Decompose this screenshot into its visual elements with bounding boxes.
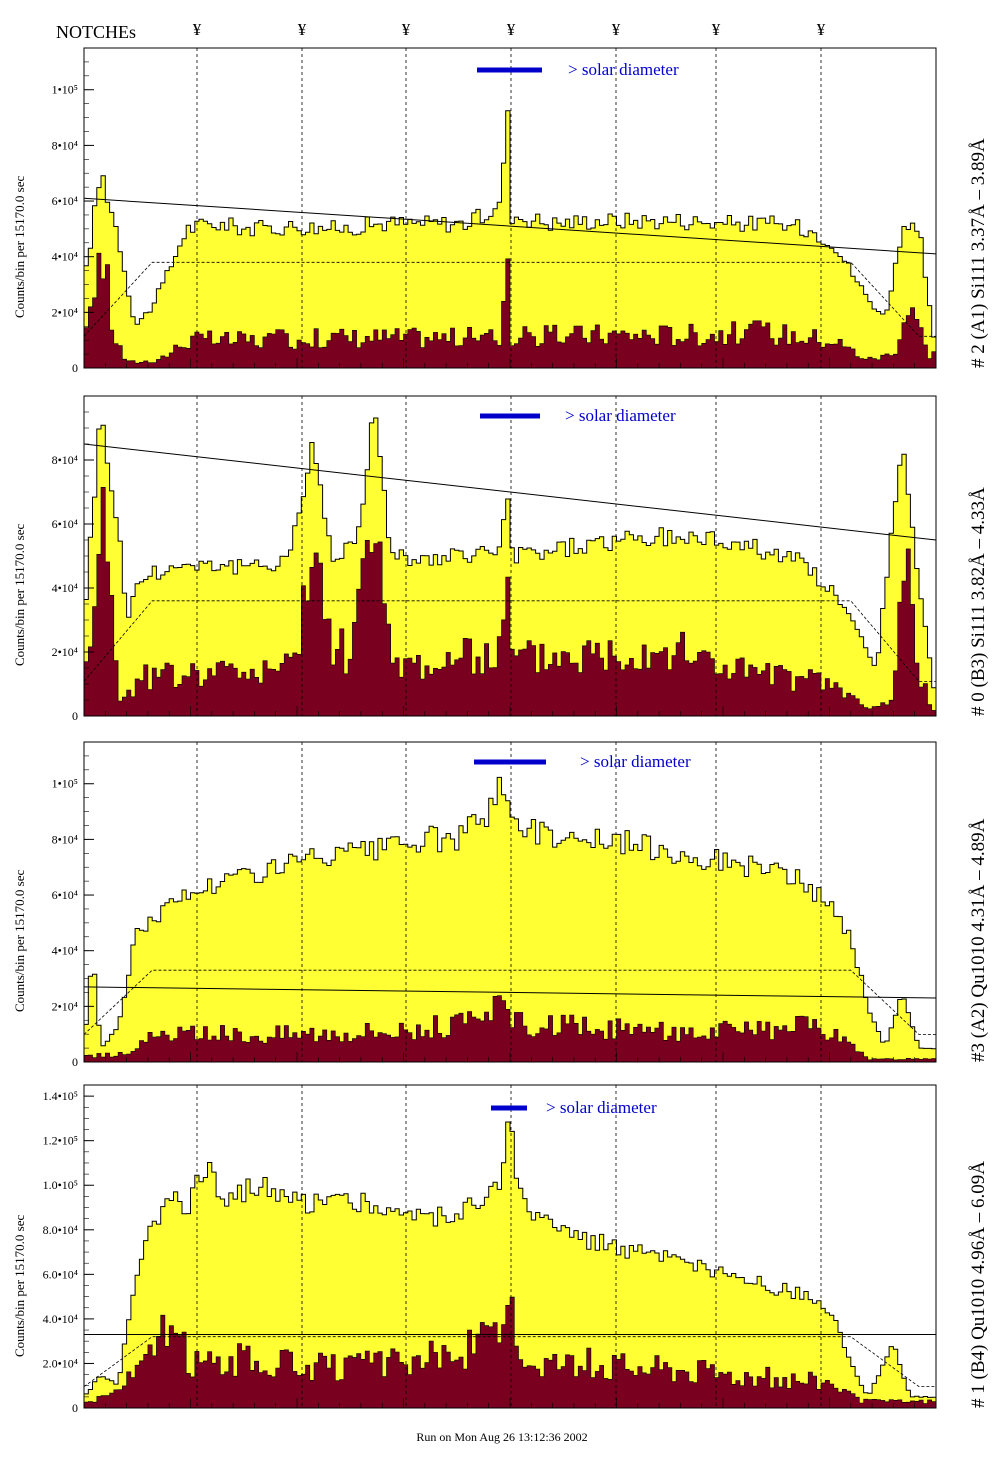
y-axis-label: Counts/bin per 15170.0 sec	[12, 1214, 27, 1357]
trend-line	[83, 197, 937, 255]
notch-marker: ¥	[192, 20, 202, 39]
y-tick-label: 6•10⁴	[52, 517, 78, 531]
legend-text: > solar diameter	[565, 406, 676, 425]
panel-label: #3 (A2) Qu1010 4.31Å – 4.89Å	[968, 818, 989, 1062]
y-tick-label: 4•10⁴	[52, 250, 78, 264]
histogram-panel: 0 2•10⁴ 4•10⁴ 6•10⁴ 8•10⁴ 1•10⁵ > solar diamet…	[52, 47, 937, 375]
counts-histogram	[83, 110, 937, 369]
mean-curve	[83, 600, 936, 682]
panel-label: # 1 (B4) Qu1010 4.96Å – 6.09Å	[968, 1161, 989, 1408]
y-axis-label: Counts/bin per 15170.0 sec	[12, 523, 27, 666]
notch-marker: ¥	[506, 20, 516, 39]
run-footer: Run on Mon Aug 26 13:12:36 2002	[416, 1430, 588, 1444]
y-tick-label: 0	[72, 1401, 78, 1415]
y-tick-label: 4•10⁴	[52, 944, 78, 958]
y-tick-label: 2•10⁴	[52, 305, 78, 319]
y-tick-label: 2•10⁴	[52, 645, 78, 659]
trend-line	[83, 986, 937, 999]
y-axis-label: Counts/bin per 15170.0 sec	[12, 869, 27, 1012]
notch-marker: ¥	[816, 20, 826, 39]
mean-curve	[83, 969, 936, 1035]
sub-histogram	[83, 1296, 937, 1409]
histogram-panel: 0 2•10⁴ 4•10⁴ 6•10⁴ 8•10⁴ 1•10⁵ > solar diamet…	[52, 741, 937, 1069]
y-tick-label: 4•10⁴	[52, 581, 78, 595]
y-tick-label: 4.0•10⁴	[43, 1312, 78, 1326]
y-tick-label: 6•10⁴	[52, 888, 78, 902]
notch-marker: ¥	[401, 20, 411, 39]
panel-label: # 0 (B3) Si111 3.82Å – 4.33Å	[968, 487, 989, 716]
mean-curve	[83, 1336, 936, 1387]
notch-marker: ¥	[711, 20, 721, 39]
y-tick-label: 0	[72, 361, 78, 375]
notches-label: NOTCHEs	[56, 22, 136, 42]
trend-line	[83, 443, 937, 541]
y-axis-label: Counts/bin per 15170.0 sec	[12, 175, 27, 318]
y-tick-label: 2•10⁴	[52, 999, 78, 1013]
y-tick-label: 8.0•10⁴	[43, 1223, 78, 1237]
counts-histogram	[83, 776, 937, 1063]
mean-curve	[83, 261, 936, 337]
y-tick-label: 1•10⁵	[52, 83, 78, 97]
y-tick-label: 6.0•10⁴	[43, 1267, 78, 1281]
sub-histogram	[83, 252, 937, 369]
histogram-panel: 0 2•10⁴ 4•10⁴ 6•10⁴ 8•10⁴ > solar diameter	[52, 395, 937, 723]
y-tick-label: 8•10⁴	[52, 453, 78, 467]
legend-text: > solar diameter	[580, 752, 691, 771]
notch-marker: ¥	[297, 20, 307, 39]
y-tick-label: 0	[72, 709, 78, 723]
legend-text: > solar diameter	[568, 60, 679, 79]
y-tick-label: 1•10⁵	[52, 777, 78, 791]
y-tick-label: 1.4•10⁵	[43, 1089, 78, 1103]
y-tick-label: 1.2•10⁵	[43, 1134, 78, 1148]
y-tick-label: 0	[72, 1055, 78, 1069]
y-tick-label: 8•10⁴	[52, 832, 78, 846]
sub-histogram	[83, 995, 937, 1063]
counts-histogram	[83, 417, 937, 717]
y-tick-label: 2.0•10⁴	[43, 1356, 78, 1370]
sub-histogram	[83, 487, 937, 717]
legend-text: > solar diameter	[546, 1098, 657, 1117]
y-tick-label: 1.0•10⁵	[43, 1178, 78, 1192]
y-tick-label: 6•10⁴	[52, 194, 78, 208]
panel-label: # 2 (A1) Si111 3.37Å – 3.89Å	[968, 138, 989, 368]
y-tick-label: 8•10⁴	[52, 138, 78, 152]
histogram-panel: 0 2.0•10⁴ 4.0•10⁴ 6.0•10⁴ 8.0•10⁴ 1.0•10⁵ 1.2•…	[43, 1084, 937, 1415]
notch-marker: ¥	[611, 20, 621, 39]
